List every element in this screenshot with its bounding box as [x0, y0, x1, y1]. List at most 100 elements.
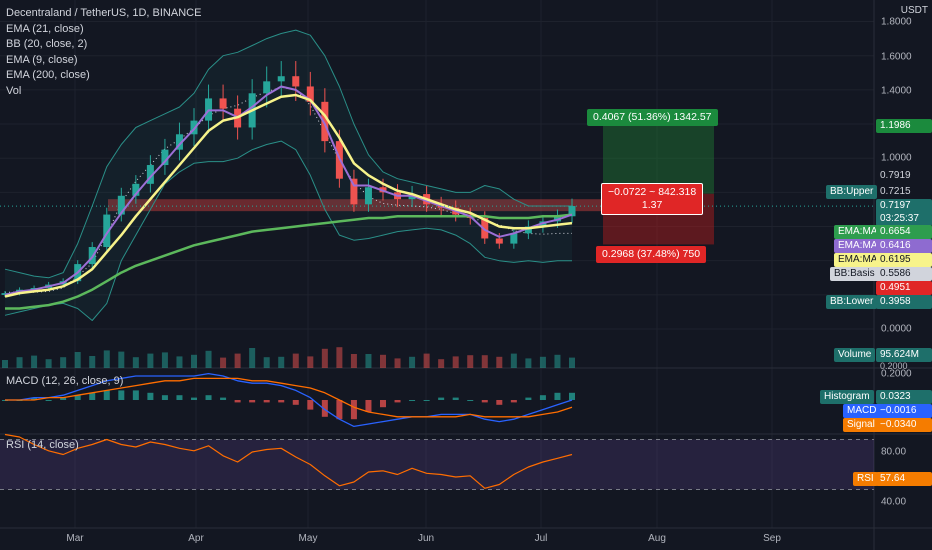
volume-bar — [423, 353, 430, 368]
candle-body — [481, 217, 489, 239]
ema9-name-tag[interactable]: EMA:MA — [834, 239, 882, 253]
volume-bar — [2, 360, 8, 368]
bb-upper-price-tag[interactable]: 0.7215 — [880, 186, 911, 197]
bb-upper-name-tag[interactable]: BB:Upper — [826, 185, 878, 199]
volume-bar — [496, 356, 503, 368]
macd-histogram-bar — [350, 400, 357, 420]
macd-histogram-bar — [307, 400, 314, 410]
macd-line — [5, 372, 573, 428]
volume-bar — [452, 356, 459, 368]
currency-label[interactable]: USDT — [900, 5, 928, 16]
signal-value-tag[interactable]: −0.0340 — [876, 418, 932, 432]
macd-histogram-bar — [365, 400, 372, 412]
macd-histogram-bar — [191, 397, 197, 400]
stop-loss-tag[interactable]: 0.4951 — [876, 281, 932, 295]
ema21-name-tag[interactable]: EMA:MA — [834, 253, 882, 267]
volume-bar — [481, 355, 488, 368]
indicator-ema200-label[interactable]: EMA (200, close) — [6, 69, 90, 81]
volume-bar — [161, 352, 168, 368]
macd-histogram-bar — [89, 392, 96, 400]
macd-histogram-bar — [336, 400, 343, 420]
symbol-title[interactable]: Decentraland / TetherUS, 1D, BINANCE — [6, 7, 202, 19]
macd-histogram-bar — [278, 400, 285, 403]
indicator-ema9-label[interactable]: EMA (9, close) — [6, 53, 78, 66]
volume-bar — [278, 356, 285, 368]
entry-price-tag[interactable]: 0.7919 — [880, 170, 911, 181]
candle-body — [321, 101, 329, 142]
ema9-price-tag[interactable]: 0.6416 — [876, 239, 932, 253]
signal-name-tag[interactable]: Signal — [843, 418, 879, 432]
bb-basis-line — [5, 86, 572, 293]
macd-histogram-bar — [510, 400, 517, 403]
volume-bar — [554, 354, 561, 368]
macd-histogram-bar — [147, 392, 154, 400]
macd-name-tag[interactable]: MACD — [843, 404, 881, 418]
candle-body — [161, 149, 169, 166]
macd-histogram-bar — [569, 392, 575, 400]
volume-bar — [510, 353, 517, 368]
target-zone — [603, 124, 714, 194]
volume-bar — [292, 353, 299, 368]
volume-axis-cut-tick: 0.2000 — [880, 361, 908, 371]
bb-lower-name-tag[interactable]: BB:Lower — [826, 295, 878, 309]
volume-bar — [89, 356, 96, 368]
stop-label[interactable]: 0.2968 (37.48%) 750 — [596, 246, 707, 263]
bb-basis-price-tag[interactable]: 0.5586 — [876, 267, 932, 281]
last-price-tag[interactable]: 0.7197 — [876, 199, 932, 213]
volume-bar — [118, 351, 125, 368]
macd-tick-0-2: 0.2000 — [881, 368, 912, 380]
candle-body — [132, 183, 140, 196]
volume-bar — [176, 356, 183, 368]
take-profit-tag[interactable]: 1.1986 — [876, 119, 932, 133]
macd-histogram-bar — [496, 400, 503, 405]
histogram-name-tag[interactable]: Histogram — [820, 390, 874, 404]
volume-bar — [263, 357, 270, 368]
candle-body — [306, 86, 314, 102]
ema21-price-tag[interactable]: 0.6195 — [876, 253, 932, 267]
position-ratio-text: 1.37 — [641, 199, 663, 211]
indicator-bb-label[interactable]: BB (20, close, 2) — [6, 38, 88, 50]
volume-bar — [103, 350, 110, 368]
ema9-line — [4, 85, 573, 296]
ema200-price-tag[interactable]: 0.6654 — [876, 225, 932, 239]
rsi-value-tag[interactable]: 57.64 — [876, 472, 932, 486]
indicator-ema21-label[interactable]: EMA (21, close) — [6, 22, 84, 35]
rsi-legend[interactable]: RSI (14, close) — [6, 439, 79, 451]
ema200-name-tag[interactable]: EMA:MA — [834, 225, 882, 239]
macd-histogram-bar — [539, 395, 546, 400]
volume-bar — [16, 357, 23, 368]
macd-legend[interactable]: MACD (12, 26, close, 9) — [6, 375, 124, 387]
volume-bar — [569, 357, 575, 368]
macd-histogram-bar — [409, 400, 416, 401]
macd-histogram-bar — [132, 390, 139, 400]
macd-histogram-bar — [292, 400, 299, 405]
bar-countdown-tag[interactable]: 03:25:37 — [876, 212, 932, 226]
volume-value-tag[interactable]: 95.624M — [876, 348, 932, 362]
macd-histogram-bar — [452, 397, 459, 400]
volume-bar — [394, 358, 401, 368]
macd-histogram-bar — [220, 397, 227, 400]
volume-name-tag[interactable]: Volume — [834, 348, 876, 362]
target-label[interactable]: 0.4067 (51.36%) 1342.57 — [587, 109, 718, 126]
macd-histogram-bar — [176, 395, 183, 400]
time-tick-aug: Aug — [648, 533, 666, 544]
candle-body — [263, 81, 271, 94]
indicator-vol-label[interactable]: Vol — [6, 84, 22, 97]
candle-body — [364, 187, 372, 205]
bb-basis-name-tag[interactable]: BB:Basis — [830, 267, 879, 281]
macd-histogram-bar — [394, 400, 401, 403]
macd-histogram-bar — [161, 395, 168, 400]
macd-value-tag[interactable]: −0.0016 — [876, 404, 932, 418]
candle-body — [146, 165, 154, 184]
candle-body — [510, 233, 518, 244]
bb-lower-price-tag[interactable]: 0.3958 — [876, 295, 932, 309]
rsi-name-tag[interactable]: RSI — [853, 472, 878, 486]
volume-bar — [132, 357, 139, 368]
volume-bar — [438, 359, 445, 368]
histogram-value-tag[interactable]: 0.0323 — [876, 390, 932, 404]
resistance-zone — [108, 199, 603, 212]
position-center-label[interactable]: −0.0722 ~ 842.318 1.37 — [601, 183, 704, 215]
time-tick-jul: Jul — [534, 533, 548, 544]
bb-upper-line — [4, 29, 572, 279]
